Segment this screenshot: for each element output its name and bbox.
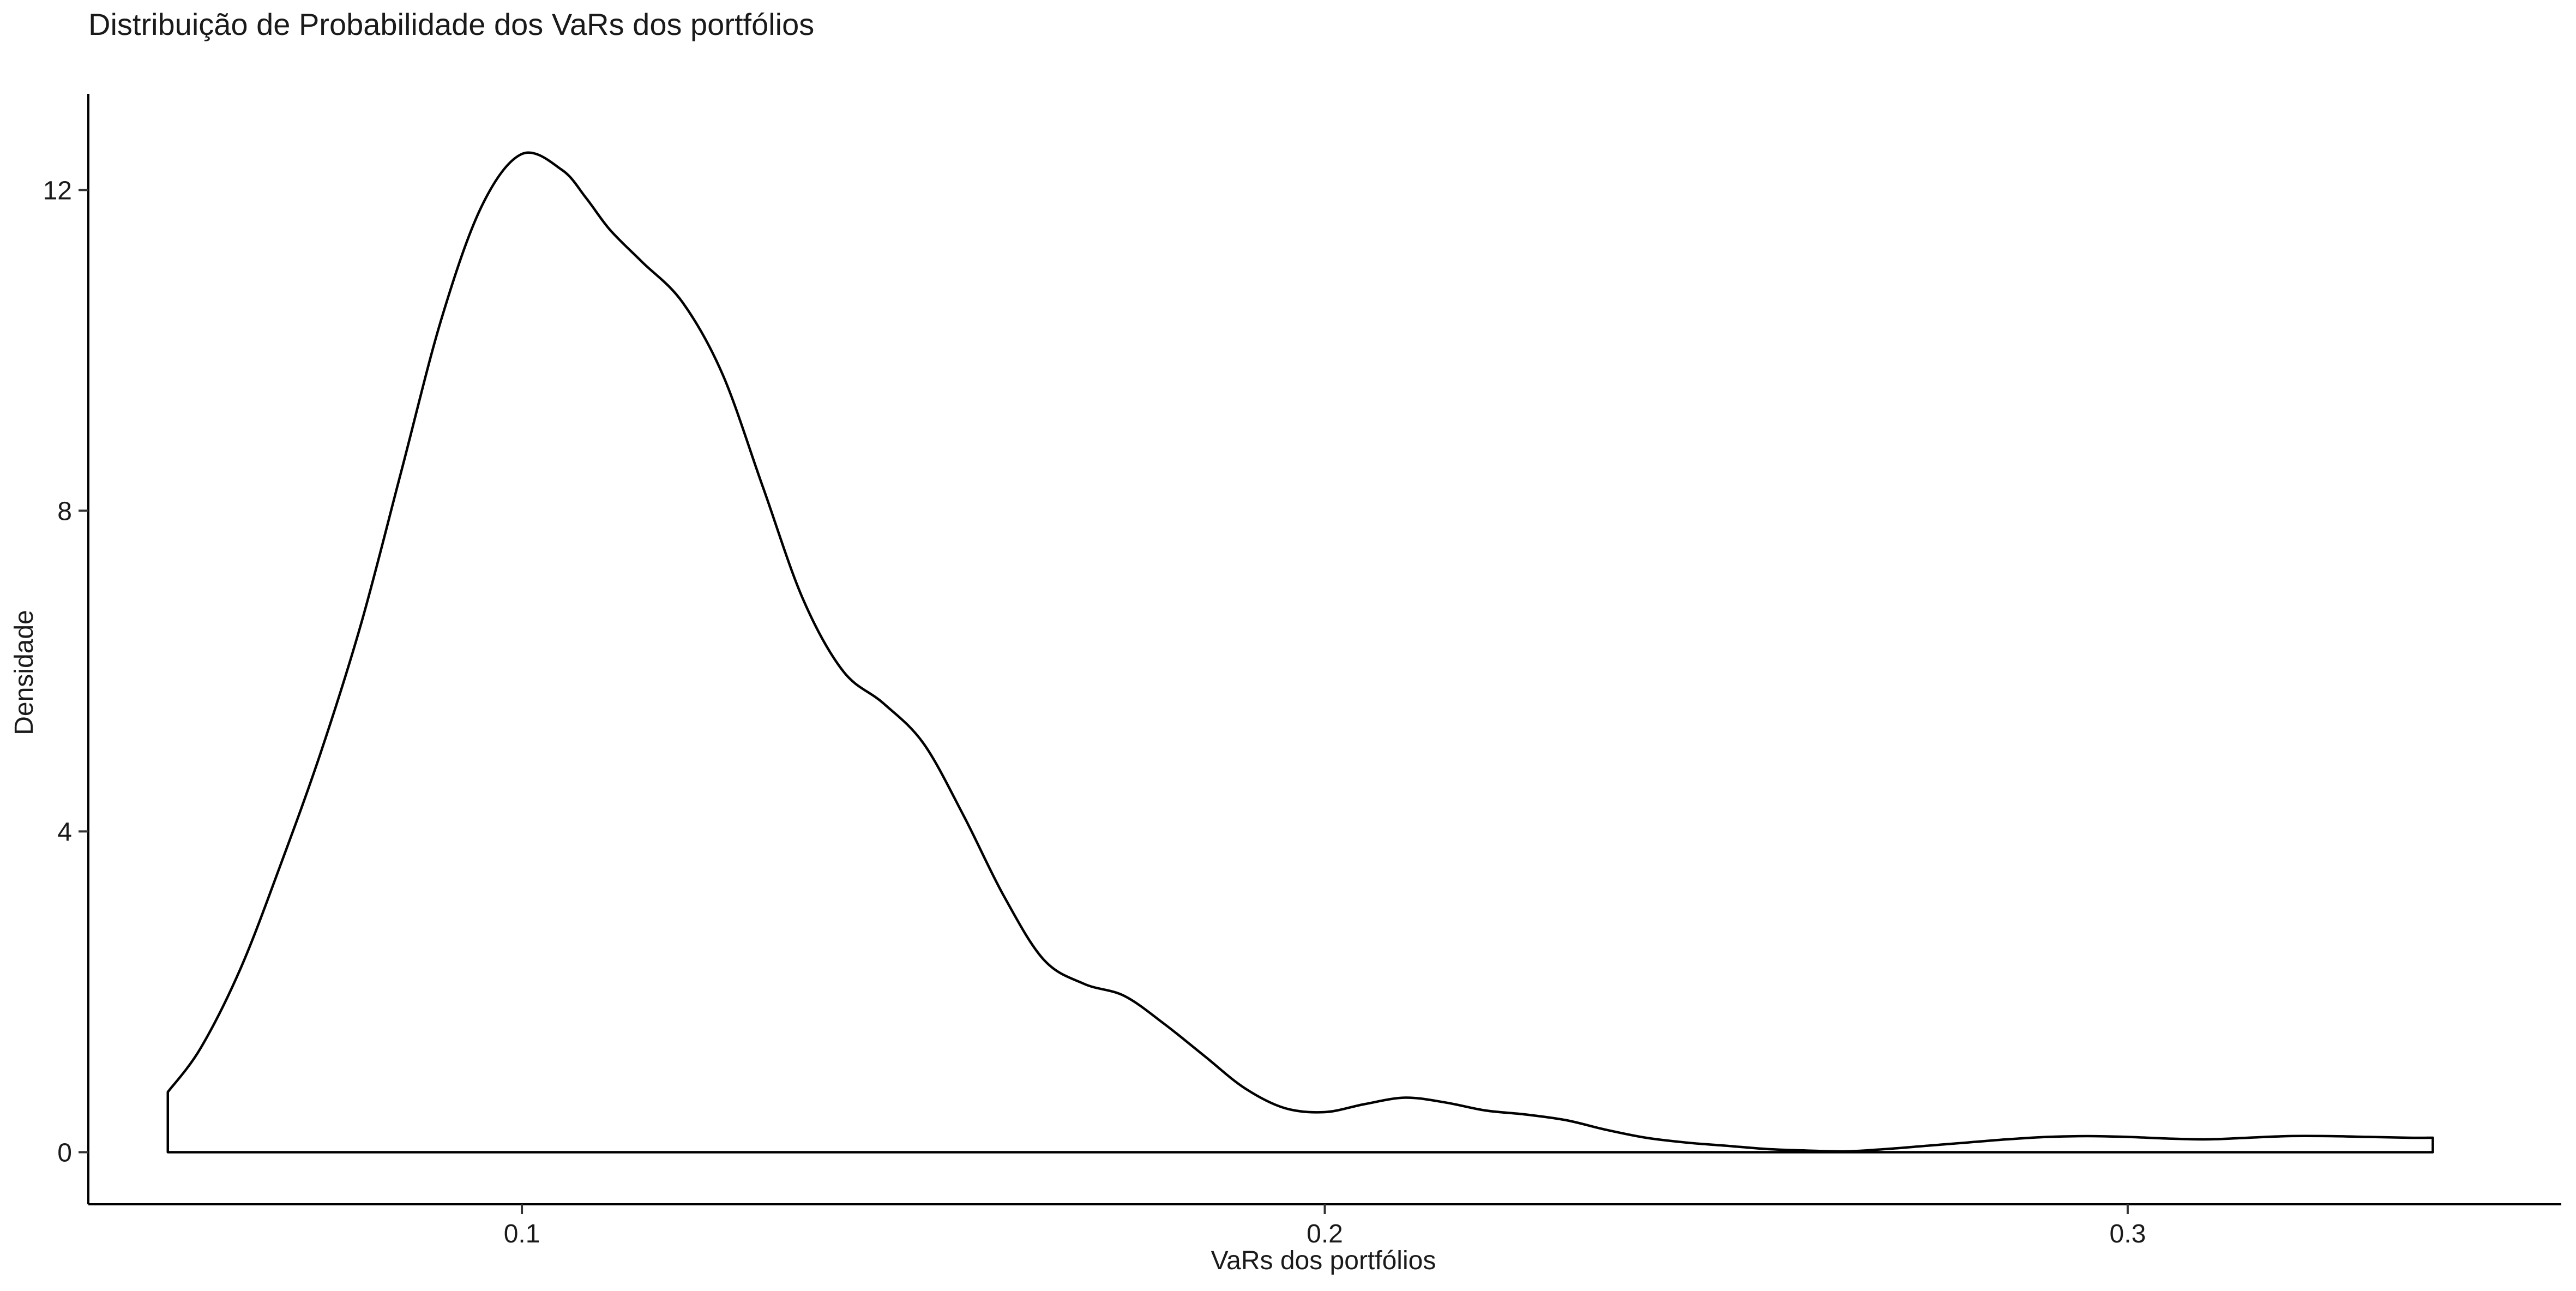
y-tick-label: 4	[57, 818, 72, 846]
y-tick-label: 0	[57, 1138, 72, 1167]
y-axis-label: Densidade	[10, 610, 39, 735]
x-tick-label: 0.3	[2110, 1220, 2146, 1248]
marks	[166, 151, 2434, 1154]
y-tick-label: 8	[57, 497, 72, 526]
x-axis-label: VaRs dos portfólios	[1211, 1246, 1436, 1275]
x-tick-label: 0.1	[504, 1220, 540, 1248]
y-tick-label: 12	[43, 176, 72, 205]
ticks: 0.1 0.2 0.3 0 4 8 12	[43, 176, 2146, 1248]
density-curve	[166, 151, 2434, 1154]
chart-title: Distribuição de Probabilidade dos VaRs d…	[88, 7, 814, 41]
x-tick-label: 0.2	[1307, 1220, 1343, 1248]
